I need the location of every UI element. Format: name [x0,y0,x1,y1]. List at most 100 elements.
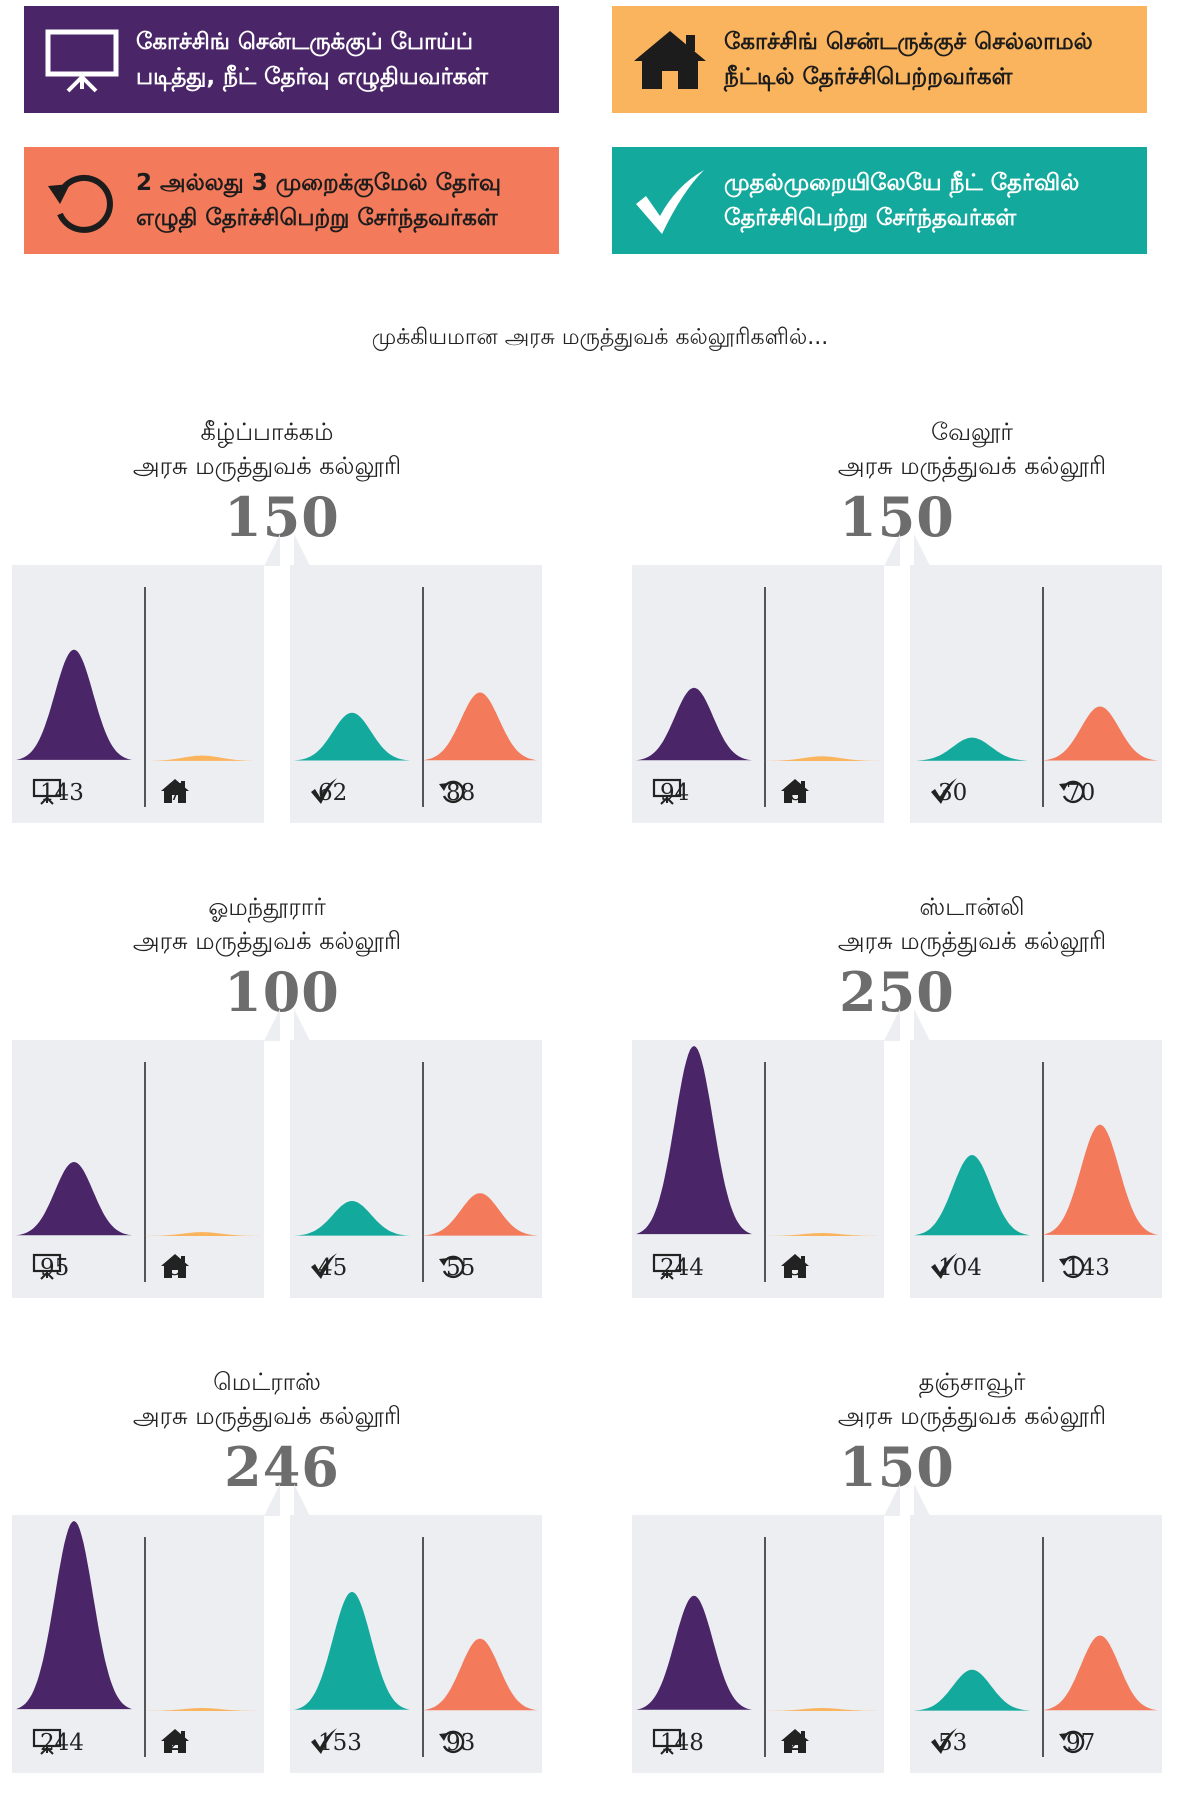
chart-panel-first_attempt-repeat: 30 70 [910,565,1162,823]
chart-panel-first_attempt-repeat: 153 93 [290,1515,542,1773]
value-coaching: 94 [652,777,689,809]
chart-panel-first_attempt-repeat: 104 143 [910,1040,1162,1298]
value-coaching: 148 [652,1727,704,1759]
presentation-board-icon [42,20,122,100]
college-name: தஞ்சாவூர் அரசு மருத்துவக் கல்லூரி [837,1368,1107,1430]
college-name: வேலூர் அரசு மருத்துவக் கல்லூரி [837,418,1107,480]
bell-self-study [144,1232,260,1236]
panel-svg [914,1062,1158,1282]
checkmark-icon [630,161,710,241]
value-self-study: 7 [160,777,189,809]
bell-coaching [636,1595,752,1710]
college-name: மெட்ராஸ் அரசு மருத்துவக் கல்லூரி [132,1368,402,1430]
value-first-attempt: 62 [310,777,347,809]
value-repeat: 55 [438,1252,475,1284]
value-coaching: 244 [32,1727,84,1759]
panel-svg [294,587,538,807]
value-coaching: 244 [652,1252,704,1284]
bell-repeat [422,692,538,761]
college-total: 246 [224,1435,340,1499]
panel-svg [914,587,1158,807]
value-first-attempt: 104 [930,1252,982,1284]
bell-self-study [764,756,880,761]
home-icon [630,20,710,100]
panel-svg [16,587,260,807]
bell-coaching [16,1521,132,1710]
total-pointer [264,1009,310,1041]
legend-first-attempt-label: முதல்முறையிலேயே நீட் தேர்வில் தேர்ச்சிபெ… [724,169,1080,231]
value-repeat: 97 [1058,1727,1095,1759]
college-name: கீழ்ப்பாக்கம் அரசு மருத்துவக் கல்லூரி [132,418,402,480]
value-self-study: 6 [780,777,809,809]
panel-svg [636,587,880,807]
legend-self-study: கோச்சிங் சென்டருக்குச் செல்லாமல் நீட்டில… [612,6,1147,113]
bell-repeat [422,1193,538,1236]
bell-first-attempt [294,1201,410,1236]
legend-coaching-label: கோச்சிங் சென்டருக்குப் போய்ப் படித்து, ந… [136,28,489,90]
chart-panel-coaching-self_study: 148 2 [632,1515,884,1773]
bell-first-attempt [914,1155,1030,1236]
panel-svg [294,1537,538,1757]
bell-coaching [16,1162,132,1236]
value-repeat: 88 [438,777,475,809]
bell-repeat [1042,1124,1158,1235]
value-first-attempt: 153 [310,1727,362,1759]
legend-self-study-label: கோச்சிங் சென்டருக்குச் செல்லாமல் நீட்டில… [724,28,1093,90]
chart-panel-coaching-self_study: 143 7 [12,565,264,823]
value-label: 95 [40,1255,70,1281]
value-first-attempt: 45 [310,1252,347,1284]
bell-coaching [636,687,752,761]
chart-panel-coaching-self_study: 94 6 [632,565,884,823]
legend-repeat: 2 அல்லது 3 முறைக்குமேல் தேர்வு எழுதி தேர… [24,147,559,254]
total-pointer [884,1009,930,1041]
bell-coaching [16,649,132,760]
bell-coaching [636,1046,752,1235]
college-total: 100 [224,960,340,1024]
chart-panel-first_attempt-repeat: 62 88 [290,565,542,823]
panel-svg [636,1046,880,1282]
value-repeat: 143 [1058,1252,1110,1284]
legend-repeat-label: 2 அல்லது 3 முறைக்குமேல் தேர்வு எழுதி தேர… [136,169,501,231]
college-total: 150 [224,485,340,549]
legend-coaching: கோச்சிங் சென்டருக்குப் போய்ப் படித்து, ந… [24,6,559,113]
value-coaching: 95 [32,1252,69,1284]
value-coaching: 143 [32,777,84,809]
bell-self-study [144,755,260,761]
bell-repeat [1042,1635,1158,1711]
panel-svg [914,1537,1158,1757]
chart-panel-first_attempt-repeat: 45 55 [290,1040,542,1298]
value-label: 94 [660,780,690,806]
total-pointer [264,1484,310,1516]
college-total: 150 [839,485,955,549]
chart-panel-first_attempt-repeat: 53 97 [910,1515,1162,1773]
value-self-study: 2 [780,1727,809,1759]
value-repeat: 70 [1058,777,1095,809]
repeat-icon [42,161,122,241]
chart-panel-coaching-self_study: 244 3 [632,1040,884,1298]
panel-svg [294,1062,538,1282]
value-self-study: 3 [780,1252,809,1284]
chart-subtitle: முக்கியமான அரசு மருத்துவக் கல்லூரிகளில்.… [371,325,829,350]
bell-self-study [144,1708,260,1711]
college-total: 250 [839,960,955,1024]
bell-repeat [1042,706,1158,761]
college-name: ஓமந்தூரார் அரசு மருத்துவக் கல்லூரி [132,893,402,955]
total-pointer [264,534,310,566]
value-self-study: 5 [160,1252,189,1284]
bell-repeat [422,1638,538,1711]
bell-first-attempt [914,1669,1030,1711]
bell-first-attempt [294,712,410,761]
bell-self-study [764,1233,880,1236]
total-pointer [884,1484,930,1516]
value-first-attempt: 53 [930,1727,967,1759]
value-first-attempt: 30 [930,777,967,809]
college-name: ஸ்டான்லி அரசு மருத்துவக் கல்லூரி [837,893,1107,955]
total-pointer [884,534,930,566]
panel-svg [16,1062,260,1282]
legend-first-attempt: முதல்முறையிலேயே நீட் தேர்வில் தேர்ச்சிபெ… [612,147,1147,254]
bell-first-attempt [294,1591,410,1710]
panel-svg [16,1521,260,1757]
bell-self-study [764,1708,880,1711]
bell-first-attempt [914,737,1030,761]
value-repeat: 93 [438,1727,475,1759]
